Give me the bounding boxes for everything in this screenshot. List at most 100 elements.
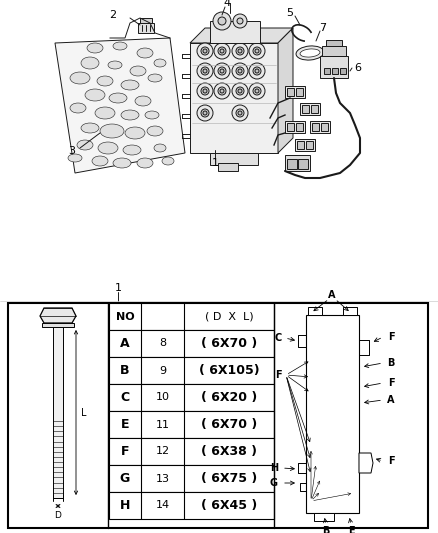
Bar [300,103,320,115]
Text: F: F [121,445,129,458]
Text: F: F [388,456,394,466]
Text: ( 6X38 ): ( 6X38 ) [201,445,257,458]
Bar [297,141,304,149]
Circle shape [249,83,265,99]
Bar [314,513,334,521]
Circle shape [255,49,259,53]
Circle shape [236,87,244,95]
Bar [296,123,303,131]
Circle shape [201,87,209,95]
Text: 1: 1 [114,283,121,293]
Text: 4: 4 [223,0,230,8]
Bar [302,105,309,113]
Circle shape [232,43,248,59]
Ellipse shape [137,158,153,168]
Bar [109,465,274,492]
Text: ( 6X75 ): ( 6X75 ) [201,472,257,485]
Text: 3: 3 [68,146,75,156]
Text: ( 6X105): ( 6X105) [199,364,259,377]
Text: H: H [120,499,130,512]
Bar [287,88,294,96]
Ellipse shape [162,157,174,165]
Text: ( D  X  L): ( D X L) [205,311,253,321]
Ellipse shape [137,48,153,58]
Bar [343,307,357,315]
Text: D: D [55,511,61,520]
Circle shape [203,69,207,73]
Bar [109,330,274,357]
Bar [312,123,319,131]
Text: ( 6X70 ): ( 6X70 ) [201,418,257,431]
Ellipse shape [77,140,93,150]
Polygon shape [55,38,185,173]
Bar [109,438,274,465]
Ellipse shape [121,110,139,120]
Circle shape [232,105,248,121]
Bar [53,327,63,498]
Text: H: H [270,463,278,473]
Circle shape [201,67,209,75]
Circle shape [220,49,224,53]
Circle shape [237,18,243,24]
Polygon shape [278,28,293,153]
Ellipse shape [148,74,162,82]
Circle shape [236,67,244,75]
Text: L: L [81,408,86,417]
Circle shape [220,89,224,93]
Bar [285,86,305,98]
Text: C: C [274,333,282,343]
Text: 9: 9 [159,366,166,376]
Bar [210,153,258,165]
Ellipse shape [145,111,159,119]
Circle shape [233,14,247,28]
Ellipse shape [87,43,103,53]
Ellipse shape [70,72,90,84]
Text: 2: 2 [110,10,117,20]
Bar [295,139,315,151]
Ellipse shape [70,103,86,113]
Bar [326,40,342,46]
Text: ( 6X45 ): ( 6X45 ) [201,499,257,512]
Polygon shape [190,28,293,43]
Bar [140,18,152,23]
Text: 10: 10 [155,392,170,402]
Text: F: F [275,370,281,380]
Circle shape [255,69,259,73]
Bar [310,121,330,133]
Circle shape [236,109,244,117]
Text: F: F [388,332,394,342]
Text: 13: 13 [155,473,170,483]
Text: NO: NO [116,311,134,321]
Bar [306,315,359,513]
Ellipse shape [154,59,166,67]
Ellipse shape [68,154,82,162]
Ellipse shape [98,142,118,154]
Text: 7: 7 [319,23,327,33]
Text: 11: 11 [155,419,170,430]
Ellipse shape [123,145,141,155]
Ellipse shape [85,89,105,101]
Polygon shape [40,308,76,323]
Text: E: E [121,418,129,431]
Bar [109,357,274,384]
Ellipse shape [108,61,122,69]
Circle shape [203,49,207,53]
Ellipse shape [296,46,324,60]
Circle shape [197,105,213,121]
Ellipse shape [121,80,139,90]
Circle shape [203,89,207,93]
Text: E: E [348,526,354,533]
Bar [8,303,428,528]
Text: G: G [270,478,278,488]
Text: 12: 12 [155,447,170,456]
Text: A: A [328,290,336,300]
Circle shape [238,69,242,73]
Text: ( 6X20 ): ( 6X20 ) [201,391,257,404]
Bar [287,123,294,131]
Circle shape [253,87,261,95]
Text: C: C [120,391,130,404]
Circle shape [255,89,259,93]
Text: G: G [120,472,130,485]
Text: 14: 14 [155,500,170,511]
Ellipse shape [113,158,131,168]
